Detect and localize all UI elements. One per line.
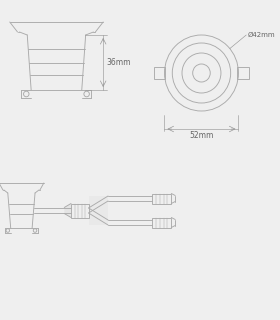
Text: 52mm: 52mm (189, 131, 214, 140)
Text: Ø42mm: Ø42mm (247, 32, 275, 38)
Bar (152, 194, 171, 204)
Text: 36mm: 36mm (106, 58, 130, 67)
Polygon shape (64, 204, 71, 218)
Bar (237, 67, 249, 79)
Polygon shape (88, 196, 108, 225)
Bar (71, 204, 88, 218)
Bar (154, 67, 165, 79)
Bar (152, 218, 171, 228)
